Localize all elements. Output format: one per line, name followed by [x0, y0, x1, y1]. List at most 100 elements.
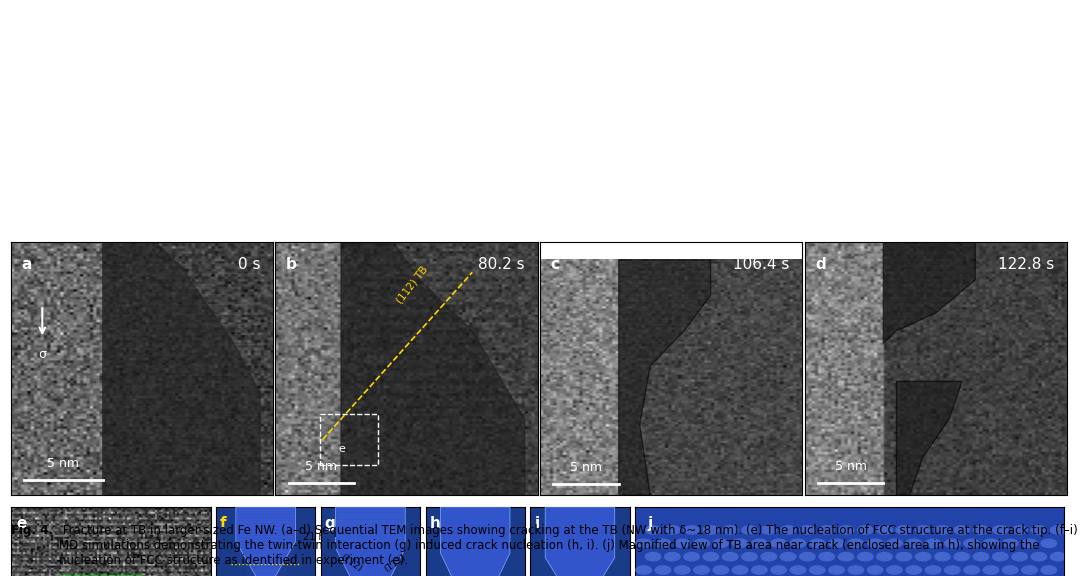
Circle shape: [828, 539, 845, 547]
Text: g: g: [325, 516, 336, 531]
Text: e: e: [338, 444, 346, 454]
Circle shape: [781, 552, 796, 561]
Text: d: d: [815, 257, 826, 272]
Circle shape: [983, 566, 999, 574]
Text: 5 nm: 5 nm: [570, 461, 602, 474]
Circle shape: [926, 539, 941, 547]
PathPatch shape: [235, 507, 296, 576]
Circle shape: [896, 552, 912, 561]
Circle shape: [983, 539, 999, 547]
Circle shape: [819, 552, 835, 561]
Circle shape: [1012, 526, 1027, 534]
Circle shape: [723, 526, 738, 534]
Circle shape: [646, 552, 661, 561]
Circle shape: [664, 526, 680, 534]
Circle shape: [693, 566, 710, 574]
Circle shape: [1012, 552, 1027, 561]
Circle shape: [1051, 526, 1066, 534]
PathPatch shape: [896, 381, 962, 495]
Circle shape: [1041, 566, 1056, 574]
PathPatch shape: [441, 507, 510, 576]
Circle shape: [693, 539, 710, 547]
Text: 5 nm: 5 nm: [306, 460, 337, 472]
Text: b: b: [286, 257, 297, 272]
Circle shape: [935, 526, 950, 534]
Circle shape: [973, 552, 989, 561]
Circle shape: [1022, 566, 1037, 574]
Circle shape: [1031, 526, 1047, 534]
Text: c: c: [551, 257, 559, 272]
Circle shape: [742, 526, 757, 534]
Text: σ: σ: [38, 348, 46, 361]
Text: 5 nm: 5 nm: [835, 460, 866, 472]
Circle shape: [916, 526, 931, 534]
Circle shape: [838, 552, 853, 561]
Circle shape: [935, 552, 950, 561]
Text: 0 s: 0 s: [238, 257, 260, 272]
Circle shape: [675, 566, 690, 574]
PathPatch shape: [545, 507, 615, 576]
Circle shape: [703, 552, 718, 561]
Circle shape: [761, 552, 777, 561]
Circle shape: [973, 526, 989, 534]
Circle shape: [896, 526, 912, 534]
Circle shape: [713, 539, 729, 547]
Circle shape: [877, 552, 892, 561]
Circle shape: [877, 526, 892, 534]
Circle shape: [761, 526, 777, 534]
Circle shape: [906, 539, 921, 547]
Circle shape: [828, 566, 845, 574]
Circle shape: [1022, 539, 1037, 547]
Circle shape: [993, 552, 1008, 561]
Text: 5 nm: 5 nm: [48, 457, 79, 470]
Circle shape: [752, 566, 767, 574]
Circle shape: [819, 526, 835, 534]
Circle shape: [993, 526, 1008, 534]
Text: (112): (112): [339, 552, 364, 573]
Circle shape: [810, 566, 825, 574]
Circle shape: [945, 539, 960, 547]
Circle shape: [799, 552, 815, 561]
Circle shape: [1041, 539, 1056, 547]
Circle shape: [781, 526, 796, 534]
Text: 122.8 s: 122.8 s: [998, 257, 1054, 272]
Circle shape: [1031, 552, 1047, 561]
Circle shape: [675, 539, 690, 547]
Circle shape: [848, 539, 864, 547]
Circle shape: [963, 566, 980, 574]
Circle shape: [656, 539, 671, 547]
Text: e: e: [17, 516, 27, 531]
PathPatch shape: [883, 242, 975, 343]
Circle shape: [723, 552, 738, 561]
Text: Fig. 4.: Fig. 4.: [11, 524, 53, 537]
Text: 80.2 s: 80.2 s: [478, 257, 525, 272]
Bar: [320, 414, 378, 465]
Circle shape: [713, 566, 729, 574]
Circle shape: [954, 526, 970, 534]
Text: Fig. 4.: Fig. 4.: [11, 510, 53, 523]
Circle shape: [791, 566, 806, 574]
Polygon shape: [103, 242, 260, 495]
Circle shape: [771, 566, 786, 574]
Circle shape: [636, 566, 651, 574]
Circle shape: [1051, 552, 1066, 561]
Circle shape: [684, 526, 700, 534]
Text: (112): (112): [382, 552, 407, 573]
Text: f: f: [220, 516, 227, 531]
Circle shape: [858, 526, 873, 534]
Circle shape: [926, 566, 941, 574]
Circle shape: [963, 539, 980, 547]
Circle shape: [867, 566, 882, 574]
Text: Fracture at TB in larger-sized Fe NW. (a–d) Sequential TEM images showing cracki: Fracture at TB in larger-sized Fe NW. (a…: [59, 524, 1078, 567]
Circle shape: [656, 566, 671, 574]
PathPatch shape: [336, 507, 405, 576]
Circle shape: [771, 539, 786, 547]
Circle shape: [916, 552, 931, 561]
Circle shape: [732, 539, 747, 547]
Text: (112) TB: (112) TB: [394, 264, 430, 305]
Circle shape: [945, 566, 960, 574]
Circle shape: [646, 526, 661, 534]
Circle shape: [742, 552, 757, 561]
Circle shape: [799, 526, 815, 534]
Circle shape: [684, 552, 700, 561]
